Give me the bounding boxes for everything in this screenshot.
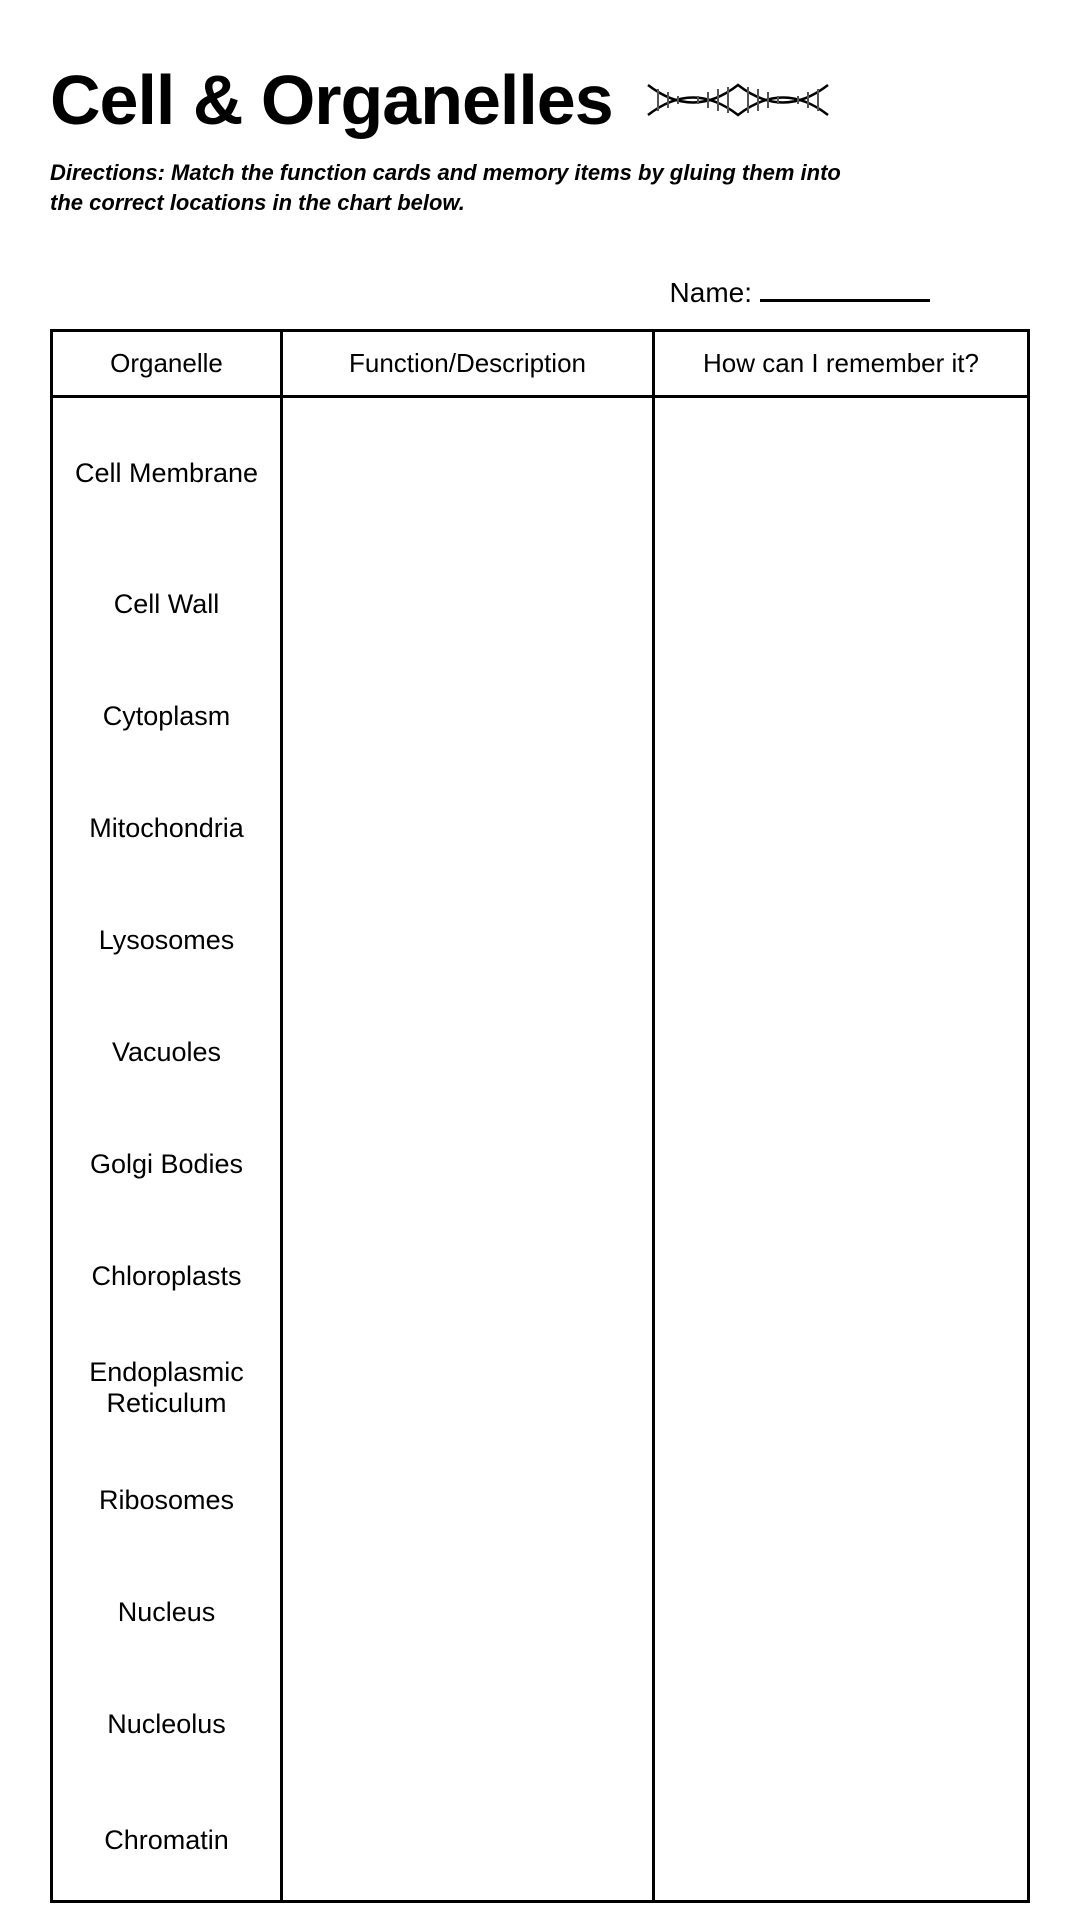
chart-header-row: Organelle Function/Description How can I… [53,332,1027,398]
organelle-cell: Nucleolus [53,1668,280,1780]
chart-body: Cell Membrane Cell Wall Cytoplasm Mitoch… [53,398,1027,1900]
organelle-cell: Cell Wall [53,548,280,660]
organelle-cell: Ribosomes [53,1444,280,1556]
organelle-cell: Chloroplasts [53,1220,280,1332]
organelle-cell: Lysosomes [53,884,280,996]
organelle-cell: Vacuoles [53,996,280,1108]
column-header-remember: How can I remember it? [655,332,1027,395]
column-remember[interactable] [655,398,1027,1900]
name-input-line[interactable] [760,299,930,302]
organelle-cell: Cytoplasm [53,660,280,772]
column-organelle: Cell Membrane Cell Wall Cytoplasm Mitoch… [53,398,283,1900]
organelle-cell: Endoplasmic Reticulum [53,1332,280,1444]
name-label: Name: [670,277,752,309]
organelle-cell: Cell Membrane [53,398,280,548]
column-header-function: Function/Description [283,332,655,395]
page-title: Cell & Organelles [50,60,613,140]
name-field-row: Name: [50,277,1030,309]
organelle-cell: Golgi Bodies [53,1108,280,1220]
organelle-chart: Organelle Function/Description How can I… [50,329,1030,1903]
column-header-organelle: Organelle [53,332,283,395]
organelle-cell: Nucleus [53,1556,280,1668]
column-function[interactable] [283,398,655,1900]
organelle-cell: Chromatin [53,1780,280,1900]
header-row: Cell & Organelles [50,60,1030,140]
dna-icon [643,70,833,130]
directions-text: Directions: Match the function cards and… [50,158,870,217]
organelle-cell: Mitochondria [53,772,280,884]
